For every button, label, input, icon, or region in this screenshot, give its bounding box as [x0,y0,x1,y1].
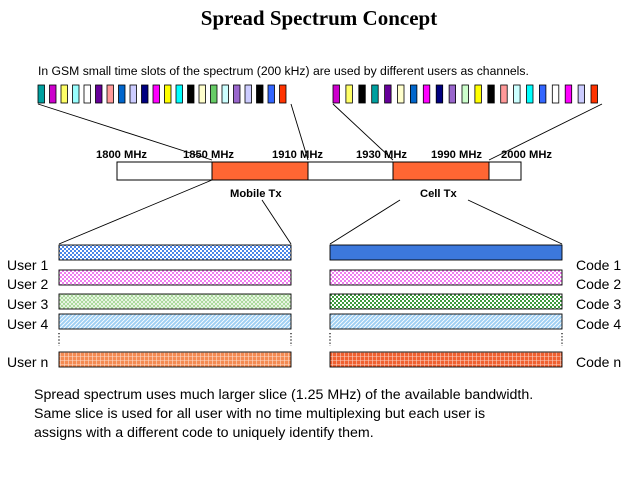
freq-label-2000: 2000 MHz [501,149,552,161]
user-bar-5 [58,351,292,368]
gsm-slot [526,84,534,104]
user-label-2: User 2 [7,276,48,292]
gsm-slots-right [332,84,598,104]
gsm-slot [83,84,91,104]
gsm-slot [210,84,218,104]
zoom-line [488,103,603,161]
freq-label-1800: 1800 MHz [96,149,147,161]
gsm-slot [152,84,160,104]
user-bar-4 [58,313,292,330]
freq-label-1910: 1910 MHz [272,149,323,161]
gsm-slot [221,84,229,104]
user-bar-2 [58,269,292,286]
gsm-slot [187,84,195,104]
code-bar-2 [329,269,563,286]
zoom-line [332,103,394,161]
user-label-1: User 1 [7,257,48,273]
code-bar-1 [329,244,563,261]
gsm-slot [500,84,508,104]
zoom-lines-bottom [58,179,563,245]
gsm-slot [474,84,482,104]
gsm-slot [539,84,547,104]
zoom-line [290,103,309,161]
code-label-1: Code 1 [576,257,621,273]
user-bar-3 [58,293,292,310]
gsm-slot [37,84,45,104]
gsm-slot [95,84,103,104]
gsm-slot [422,84,431,104]
gsm-slot [371,84,379,104]
gsm-slot [461,84,469,104]
zoom-line [467,199,563,245]
gsm-slot [409,84,418,104]
gsm-slot [233,84,241,104]
gsm-slot [513,84,521,104]
gsm-slot [590,84,598,104]
code-label-4: Code 4 [576,316,621,332]
gsm-slot [72,84,80,104]
gsm-slot [175,84,183,104]
zoom-lines-top [37,103,603,161]
code-bars [329,244,563,368]
user-label-4: User 4 [7,316,48,332]
footer-text: Spread spectrum uses much larger slice (… [34,386,533,443]
user-label-3: User 3 [7,296,48,312]
gsm-slot [106,84,114,104]
gsm-slot [118,84,126,104]
user-bar-1 [58,244,292,261]
gsm-slots-left [37,84,287,104]
cell-tx-label: Cell Tx [420,188,457,200]
mobile-tx-band [211,161,309,181]
gsm-slot [358,84,366,104]
gsm-slot [60,84,68,104]
gsm-slot [141,84,149,104]
zoom-line [329,199,401,245]
gsm-slot [164,84,172,104]
gsm-slot [487,84,495,104]
gsm-slot [198,84,206,104]
gsm-subtitle: In GSM small time slots of the spectrum … [38,64,529,78]
gsm-slot [244,84,252,104]
code-label-5: Code n [576,354,621,370]
freq-label-1930: 1930 MHz [356,149,407,161]
footer-line: Same slice is used for all user with no … [34,406,486,422]
user-bars [58,244,292,368]
footer-line: assigns with a different code to uniquel… [34,425,374,441]
user-label-5: User n [7,354,48,370]
gsm-slot [129,84,137,104]
code-bar-5 [329,351,563,368]
freq-label-1990: 1990 MHz [431,149,482,161]
gsm-slot [551,84,560,104]
gsm-slot [49,84,57,104]
gsm-slot [435,84,444,104]
zoom-line [58,179,213,245]
gsm-slot [384,84,392,104]
footer-line: Spread spectrum uses much larger slice (… [34,387,534,403]
gsm-slot [256,84,264,104]
gsm-slot [448,84,457,104]
page-title: Spread Spectrum Concept [200,6,438,30]
gsm-slot [345,84,353,104]
code-bar-4 [329,313,563,330]
gsm-slot [397,84,405,104]
gsm-slot [564,84,573,104]
cell-tx-band [392,161,490,181]
gsm-slot [279,84,287,104]
code-bar-3 [329,293,563,310]
gsm-slot [267,84,275,104]
freq-label-1850: 1850 MHz [183,149,234,161]
zoom-line [261,199,292,245]
zoom-line [37,103,213,161]
gsm-slot [577,84,585,104]
gsm-slot [332,84,340,104]
code-label-2: Code 2 [576,276,621,292]
mobile-tx-label: Mobile Tx [230,188,282,200]
code-label-3: Code 3 [576,296,621,312]
continuation-dots [58,333,563,346]
